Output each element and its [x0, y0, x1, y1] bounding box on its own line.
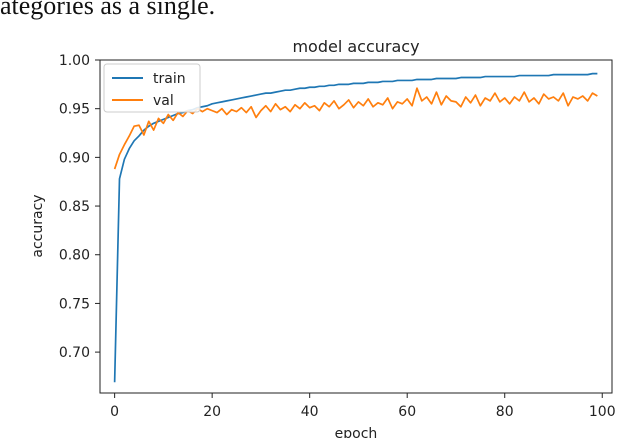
y-axis-label: accuracy [30, 194, 46, 257]
axes-layer [99, 59, 613, 394]
x-tick-label: 100 [589, 404, 616, 420]
tick-layer: 0 20 40 60 80 100 0.70 0.75 0.80 0.85 0.90 0.95 1.00 [59, 53, 616, 420]
y-tick-label: 0.85 [59, 199, 90, 215]
plot-area-background [100, 60, 612, 393]
legend-label-val: val [153, 93, 174, 109]
y-tick-label: 0.70 [59, 345, 90, 361]
x-tick-label: 60 [398, 404, 416, 420]
legend-box [103, 63, 201, 113]
chart-title: model accuracy [292, 37, 419, 56]
x-axis-label: epoch [335, 426, 378, 438]
y-tick-label: 0.80 [59, 248, 90, 264]
legend: train val [103, 63, 201, 113]
x-tick-label: 0 [110, 404, 119, 420]
x-tick-label: 40 [301, 404, 319, 420]
document-text-fragment: ategories as a single. [0, 0, 216, 20]
x-tick-label: 80 [496, 404, 514, 420]
plot-frame [99, 59, 613, 394]
legend-label-train: train [153, 71, 186, 87]
y-tick-label: 0.90 [59, 150, 90, 166]
y-tick-label: 0.95 [59, 102, 90, 118]
y-tick-label: 0.75 [59, 296, 90, 312]
x-tick-label: 20 [203, 404, 221, 420]
y-tick-label: 1.00 [59, 53, 90, 69]
